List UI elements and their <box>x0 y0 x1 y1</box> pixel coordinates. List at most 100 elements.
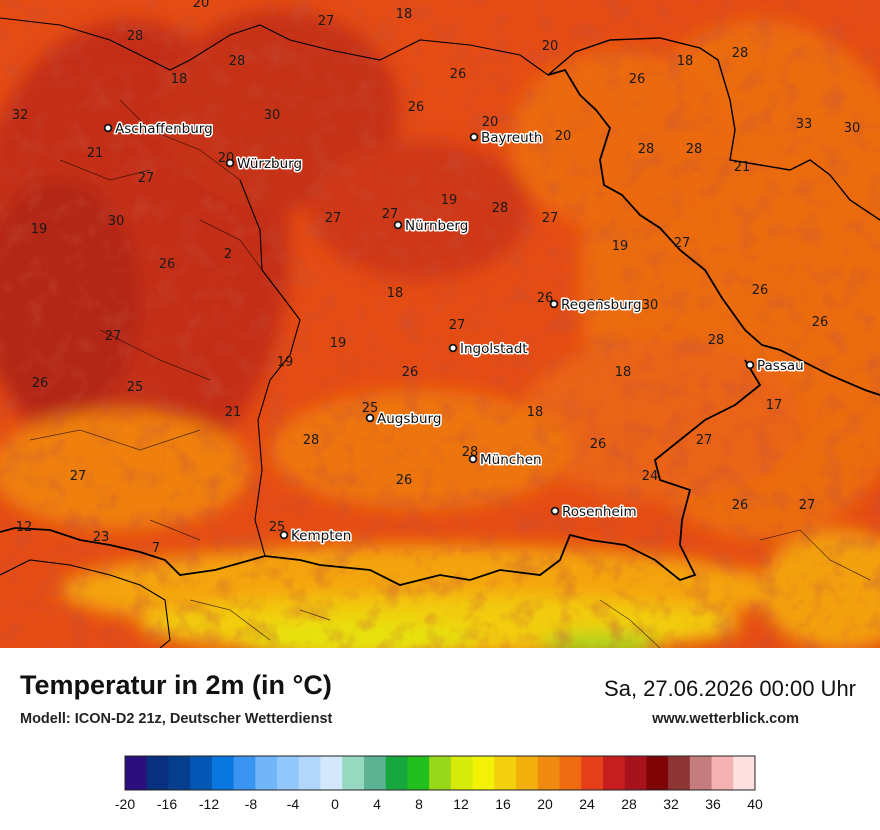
temperature-value: 24 <box>642 469 659 484</box>
temperature-value: 25 <box>127 380 144 395</box>
temperature-value: 18 <box>615 365 632 380</box>
temperature-value: 26 <box>752 283 769 298</box>
legend-frame <box>124 755 756 791</box>
legend-tick-label: -16 <box>157 796 177 812</box>
temperature-value: 19 <box>330 336 347 351</box>
legend-tick-label: -8 <box>245 796 258 812</box>
temperature-value: 20 <box>542 39 559 54</box>
legend-swatch <box>298 756 322 790</box>
temperature-value: 26 <box>812 315 829 330</box>
city-label: Passau <box>757 358 804 374</box>
temperature-value: 17 <box>766 398 783 413</box>
borders <box>0 17 880 648</box>
legend-tick-label: 16 <box>495 796 511 812</box>
legend-tick-label: -20 <box>115 796 135 812</box>
legend-tick-label: 40 <box>747 796 763 812</box>
city-passau: Passau <box>745 357 805 376</box>
temperature-value: 28 <box>303 433 320 448</box>
city-ingolstadt: Ingolstadt <box>448 340 529 359</box>
legend-swatch <box>516 756 539 790</box>
city-regensburg: Regensburg <box>549 296 643 315</box>
temperature-value: 27 <box>138 171 155 186</box>
city-label: München <box>480 452 542 468</box>
temperature-value: 26 <box>32 376 49 391</box>
temperature-value: 33 <box>796 117 813 132</box>
temperature-value: 20 <box>555 129 572 144</box>
legend-swatch <box>581 756 604 790</box>
city-dot <box>103 123 113 133</box>
legend-swatch <box>342 756 365 790</box>
legend-tick-label: 8 <box>415 796 423 812</box>
temperature-value: 26 <box>537 291 554 306</box>
city-dot <box>549 299 559 309</box>
legend-swatch <box>168 756 191 790</box>
temperature-value: 20 <box>482 115 499 130</box>
city-m-nchen: München <box>468 451 543 470</box>
legend-swatch <box>277 756 300 790</box>
city-label: Augsburg <box>377 411 441 427</box>
temperature-value: 28 <box>708 333 725 348</box>
temperature-value: 26 <box>396 473 413 488</box>
city-dot <box>279 530 289 540</box>
temperature-value: 19 <box>612 239 629 254</box>
website-link[interactable]: www.wetterblick.com <box>652 711 799 727</box>
city-label: Bayreuth <box>481 130 543 146</box>
legend-tick-label: -4 <box>287 796 300 812</box>
temperature-value: 28 <box>127 29 144 44</box>
city-dot <box>225 158 235 168</box>
temperature-value: 18 <box>396 7 413 22</box>
legend-swatch <box>624 756 647 790</box>
legend-swatch <box>494 756 517 790</box>
city-dot <box>365 413 375 423</box>
austria-border <box>0 359 762 586</box>
temperature-value: 26 <box>629 72 646 87</box>
legend-swatch <box>668 756 691 790</box>
temperature-value: 27 <box>674 236 691 251</box>
city-augsburg: Augsburg <box>365 410 443 429</box>
temperature-value: 32 <box>12 108 29 123</box>
temperature-value: 30 <box>642 298 659 313</box>
legend-tick-label: 24 <box>579 796 595 812</box>
color-legend: -20 -16 -12 -8 -4 0 4 8 12 16 20 24 28 32 36 40 <box>115 755 763 812</box>
temperature-value: 19 <box>277 355 294 370</box>
legend-swatch <box>320 756 343 790</box>
city-markers: Aschaffenburg Würzburg Bayreuth Nürnberg Reg… <box>103 120 805 546</box>
city-label: Regensburg <box>561 297 642 313</box>
temperature-value: 27 <box>799 498 816 513</box>
temperature-value: 7 <box>152 541 160 556</box>
legend-swatch <box>689 756 713 790</box>
map-footer: Temperatur in 2m (in °C) Modell: ICON-D2… <box>0 648 880 830</box>
state-border-bw <box>239 179 301 557</box>
temperature-value: 26 <box>402 365 419 380</box>
temperature-value: 18 <box>387 286 404 301</box>
temperature-value: 26 <box>732 498 749 513</box>
temperature-value: 23 <box>93 530 110 545</box>
city-rosenheim: Rosenheim <box>550 503 638 522</box>
legend-swatch <box>255 756 278 790</box>
temperature-value: 25 <box>362 401 379 416</box>
temperature-value: 26 <box>590 437 607 452</box>
temperature-value: 30 <box>844 121 861 136</box>
city-kempten: Kempten <box>279 527 353 546</box>
city-label: Aschaffenburg <box>115 121 213 137</box>
state-border-west <box>0 17 549 76</box>
legend-swatch <box>711 756 734 790</box>
temperature-value: 21 <box>87 146 104 161</box>
model-source: Modell: ICON-D2 21z, Deutscher Wetterdie… <box>20 711 333 727</box>
legend-swatch <box>146 756 169 790</box>
temperature-value: 26 <box>408 100 425 115</box>
temperature-value: 18 <box>677 54 694 69</box>
legend-swatch <box>472 756 495 790</box>
temperature-value: 28 <box>492 201 509 216</box>
temperature-value: 27 <box>382 207 399 222</box>
legend-swatch <box>211 756 235 790</box>
temperature-value: 26 <box>450 67 467 82</box>
temperature-value: 18 <box>171 72 188 87</box>
temperature-value: 19 <box>441 193 458 208</box>
city-label: Ingolstadt <box>460 341 528 357</box>
city-w-rzburg: Würzburg <box>225 155 304 174</box>
legend-tick-label: 32 <box>663 796 679 812</box>
legend-swatch <box>385 756 408 790</box>
legend-tick-label: 28 <box>621 796 637 812</box>
